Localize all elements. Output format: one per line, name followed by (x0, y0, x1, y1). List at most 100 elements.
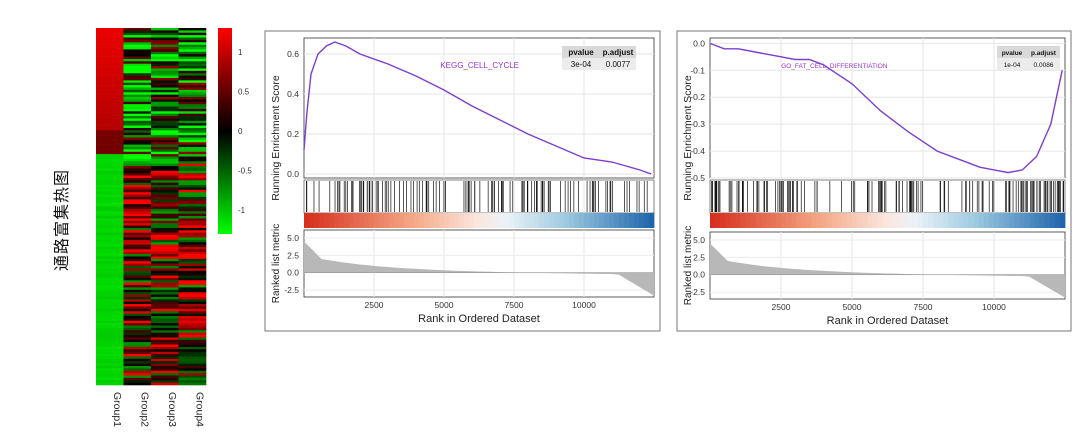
heatmap-cell (123, 139, 152, 143)
metric-area (710, 243, 1065, 298)
heatmap-cell (151, 156, 179, 160)
heatmap-cell (96, 382, 124, 386)
heatmap-cell (151, 299, 179, 302)
heatmap-cell (96, 223, 124, 226)
heatmap-cell (96, 189, 124, 193)
heatmap-cell (96, 256, 124, 260)
strip-segment (479, 213, 485, 228)
heatmap-cell (151, 275, 179, 279)
strip-segment (589, 213, 595, 228)
heatmap-cell (178, 54, 207, 57)
heatmap-cell (96, 99, 124, 103)
heatmap-cell (96, 49, 124, 53)
heatmap-cell (178, 56, 207, 60)
strip-segment (439, 213, 445, 228)
strip-segment (750, 213, 757, 228)
strip-segment (444, 213, 450, 228)
heatmap-cell (151, 161, 179, 164)
heatmap-column-3 (151, 28, 179, 386)
heatmap-cell (178, 211, 207, 214)
strip-segment (494, 213, 500, 228)
strip-segment (614, 213, 620, 228)
strip-segment (730, 213, 736, 228)
heatmap-cell (178, 320, 207, 324)
strip-segment (359, 213, 365, 228)
heatmap-cell (96, 77, 124, 81)
heatmap-cell (151, 208, 179, 212)
strip-segment (882, 213, 888, 228)
heatmap-cell (151, 149, 179, 153)
heatmap-cell (123, 382, 152, 386)
heatmap-cell (123, 199, 152, 203)
strip-segment (404, 213, 410, 228)
heatmap-cell (123, 108, 152, 112)
heatmap-cell (151, 111, 179, 114)
heatmap-cell (123, 58, 152, 62)
heatmap-cell (151, 180, 179, 183)
heatmap-cell (178, 47, 207, 50)
strip-segment (334, 213, 340, 228)
heatmap-cell (151, 273, 179, 276)
heatmap-cell (123, 204, 152, 207)
heatmap-cell (178, 106, 207, 110)
heatmap-cell (178, 256, 207, 260)
heatmap-cell (96, 44, 124, 48)
heatmap-cell (123, 282, 152, 286)
heatmap-cell (178, 332, 207, 336)
heatmap-cell (151, 323, 179, 326)
stats-row-bg (562, 58, 636, 70)
heatmap-cell (151, 49, 179, 53)
heatmap-cell (123, 116, 152, 119)
heatmap-cell (96, 125, 124, 129)
heatmap-cell (151, 368, 179, 372)
heatmap-cell (151, 363, 179, 367)
strip-segment (544, 213, 550, 228)
strip-segment (933, 213, 939, 228)
heatmap-cell (96, 106, 124, 110)
y-axis-label-metric: Ranked list metric (683, 226, 694, 305)
heatmap-cell (178, 68, 207, 72)
strip-segment (534, 213, 540, 228)
heatmap-cell (123, 73, 152, 76)
gene-hit-ticks (711, 181, 1064, 212)
heatmap-cell (96, 337, 124, 341)
stats-header-bg (562, 46, 636, 58)
heatmap-cell (178, 196, 207, 200)
metric-tick-label: 2.5 (693, 252, 705, 262)
heatmap-cell (123, 237, 152, 241)
heatmap-cell (123, 147, 152, 150)
heatmap-cell (96, 37, 124, 41)
heatmap-cell (151, 287, 179, 291)
strip-segment (434, 213, 440, 228)
heatmap-cell (151, 301, 179, 305)
heatmap-cell (123, 304, 152, 307)
heatmap-cell (178, 370, 207, 374)
heatmap-cell (96, 161, 124, 164)
heatmap-cell (178, 311, 207, 314)
heatmap-cell (178, 161, 207, 164)
heatmap-cell (178, 325, 207, 329)
heatmap-cell (151, 230, 179, 233)
heatmap-cell (123, 273, 152, 276)
heatmap-cell (96, 311, 124, 314)
strip-segment (1029, 213, 1035, 228)
strip-segment (489, 213, 495, 228)
strip-segment (344, 213, 350, 228)
heatmap-cell (96, 87, 124, 91)
heatmap-cell (178, 327, 207, 331)
heatmap-cell (123, 94, 152, 98)
heatmap-cell (178, 30, 207, 34)
heatmap-group-label: Group1 (111, 392, 123, 427)
strip-segment (1009, 213, 1015, 228)
heatmap-cell (151, 189, 179, 193)
heatmap-cell (123, 177, 152, 181)
heatmap-cell (151, 99, 179, 103)
heatmap-cell (178, 282, 207, 286)
heatmap-cell (178, 156, 207, 160)
heatmap-cell (96, 170, 124, 174)
heatmap-cell (178, 323, 207, 326)
padjust-header: p.adjust (603, 48, 634, 57)
heatmap-cell (96, 237, 124, 241)
heatmap-cell (151, 256, 179, 260)
y-tick-label: 0.2 (287, 129, 299, 139)
